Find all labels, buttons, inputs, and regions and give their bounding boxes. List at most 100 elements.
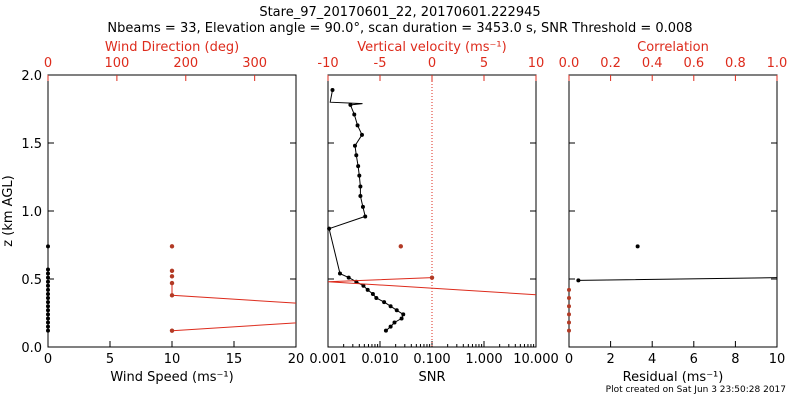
snr-point <box>374 296 379 301</box>
panel-0-frame <box>47 74 297 348</box>
panel-2-bottom-tick-label: 0 <box>565 352 573 367</box>
panel-1-bottom-tick-label: 0.001 <box>309 352 346 367</box>
panel-2-top-tick-label: 0.2 <box>600 56 621 71</box>
wind-speed-point <box>46 320 50 325</box>
snr-point <box>370 291 375 296</box>
panel-2-top-tick-label: 1.0 <box>767 56 788 71</box>
snr-point <box>360 204 365 209</box>
wind-speed-point <box>46 308 50 313</box>
wind-speed-point <box>46 287 50 292</box>
wind-direction-point <box>169 328 175 333</box>
panel-2-bottom-tick-label: 2 <box>606 352 614 367</box>
wind-speed-point <box>46 244 50 249</box>
snr-point <box>359 132 364 137</box>
wind-speed-point <box>46 283 50 288</box>
snr-point <box>346 275 351 280</box>
snr-point <box>352 112 357 117</box>
correlation-point <box>567 320 571 325</box>
panel-2-bottom-tick-label: 4 <box>648 352 656 367</box>
plot-footer: Plot created on Sat Jun 3 23:50:28 2017 <box>605 385 786 395</box>
snr-point <box>388 304 393 309</box>
snr-point <box>382 300 387 305</box>
snr-point <box>394 308 399 313</box>
wind-direction-point <box>169 268 175 274</box>
panel-0-bottom-axis-label: Wind Speed (ms⁻¹) <box>110 370 233 385</box>
snr-point <box>361 283 366 288</box>
panel-0-top-tick-label: 0 <box>44 56 52 71</box>
snr-point <box>357 173 362 178</box>
panel-2-top-tick-label: 0.8 <box>725 56 746 71</box>
snr-point <box>327 226 332 231</box>
wind-direction-point <box>169 280 175 286</box>
panel-0-top-tick-label: 300 <box>242 56 267 71</box>
vertical-velocity-line <box>328 277 536 296</box>
snr-point <box>356 164 361 169</box>
panel-1-top-tick-label: -5 <box>374 56 387 71</box>
snr-point <box>365 287 370 292</box>
panel-1-bottom-tick-label: 0.010 <box>361 352 398 367</box>
snr-point <box>358 184 363 189</box>
wind-speed-point <box>46 304 50 309</box>
snr-point <box>383 328 388 333</box>
wind-speed-point <box>46 267 50 272</box>
figure-title-line1: Stare_97_20170601_22, 20170601.222945 <box>259 5 541 20</box>
wind-direction-point <box>169 293 175 298</box>
snr-point <box>358 194 363 199</box>
panel-2-top-tick-label: 0.6 <box>683 56 704 71</box>
wind-direction-line <box>171 283 296 332</box>
panel-0-bottom-tick-label: 20 <box>288 352 305 367</box>
correlation-point <box>567 296 571 301</box>
panel-1-bottom-axis-label: SNR <box>418 370 445 385</box>
residual-point <box>635 244 640 249</box>
y-tick-label: 1.5 <box>21 137 42 152</box>
panel-2-bottom-tick-label: 8 <box>731 352 739 367</box>
y-tick-label: 1.0 <box>21 205 42 220</box>
vertical-velocity-point <box>429 275 435 280</box>
panel-1-top-tick-label: 0 <box>428 56 436 71</box>
y-tick-label: 2.0 <box>21 69 42 84</box>
wind-speed-point <box>46 312 50 317</box>
panel-2-top-axis-label: Correlation <box>637 40 709 55</box>
snr-point <box>392 320 397 325</box>
snr-point <box>354 153 359 158</box>
panel-1-bottom-tick-label: 0.100 <box>413 352 450 367</box>
wind-direction-point <box>169 274 175 279</box>
panel-2-bottom-axis-label: Residual (ms⁻¹) <box>623 370 724 385</box>
panel-0-top-axis-label: Wind Direction (deg) <box>105 40 239 55</box>
correlation-point <box>567 287 571 292</box>
y-axis-label: z (km AGL) <box>1 175 16 246</box>
snr-point <box>337 271 342 276</box>
wind-speed-point <box>46 291 50 296</box>
panel-2-bottom-tick-label: 6 <box>690 352 698 367</box>
residual-point <box>576 278 581 283</box>
wind-speed-point <box>46 300 50 305</box>
panel-1-top-axis-label: Vertical velocity (ms⁻¹) <box>357 40 506 55</box>
panel-1-top-tick-label: -10 <box>317 56 338 71</box>
y-tick-label: 0.0 <box>21 341 42 356</box>
wind-speed-point <box>46 279 50 284</box>
snr-point <box>401 312 406 317</box>
wind-speed-point <box>46 275 50 280</box>
correlation-point <box>567 312 571 317</box>
figure-title-line2: Nbeams = 33, Elevation angle = 90.0°, sc… <box>107 21 693 36</box>
snr-point <box>348 102 353 107</box>
panel-0-bottom-tick-label: 0 <box>44 352 52 367</box>
panel-2-top-tick-label: 0.0 <box>559 56 580 71</box>
y-tick-label: 0.5 <box>21 273 42 288</box>
wind-speed-point <box>46 271 50 276</box>
wind-direction-point <box>169 244 175 249</box>
panel-0-bottom-tick-label: 5 <box>106 352 114 367</box>
panel-1-top-tick-label: 10 <box>528 56 545 71</box>
snr-line <box>328 89 404 332</box>
residual-line <box>578 277 777 281</box>
correlation-point <box>567 304 571 309</box>
wind-speed-point <box>46 324 50 329</box>
panel-0-top-tick-label: 100 <box>104 56 129 71</box>
correlation-point <box>567 328 571 333</box>
panel-0-top-tick-label: 200 <box>173 56 198 71</box>
wind-speed-point <box>46 328 50 333</box>
snr-point <box>355 123 360 128</box>
panel-0-bottom-tick-label: 15 <box>226 352 243 367</box>
panel-2-frame <box>568 74 778 348</box>
